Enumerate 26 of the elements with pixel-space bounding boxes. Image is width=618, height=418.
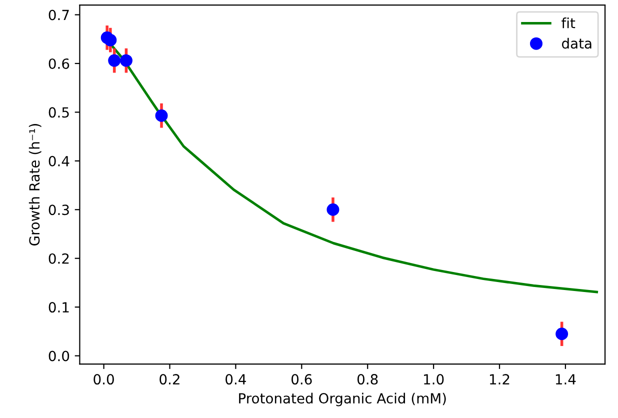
point (556, 328, 568, 340)
point (108, 54, 121, 67)
y-tick-label: 0.1 (48, 302, 69, 313)
x-axis-title: Protonated Organic Acid (mM) (239, 392, 446, 406)
y-axis-title: Growth Rate (h⁻¹) (28, 124, 42, 246)
y-tick-label: 0.0 (48, 350, 70, 362)
x-tick-label: 0.2 (160, 374, 180, 385)
x-tick-label: 0.0 (94, 374, 114, 385)
y-tick-label: 0.4 (48, 156, 70, 166)
x-tick-label: 1.0 (424, 374, 444, 385)
y-tick-label: 0.5 (48, 107, 69, 118)
x-tick-label: 1.4 (556, 374, 576, 384)
x-tick-label: 1.2 (490, 374, 510, 384)
x-tick-label: 0.6 (292, 374, 312, 385)
x-tick-label: 0.4 (226, 374, 246, 385)
legend-label: fit (562, 18, 576, 28)
point (155, 109, 168, 122)
x-tick-label: 0.8 (357, 374, 378, 385)
point (120, 54, 132, 67)
point (326, 203, 340, 216)
point (104, 34, 117, 46)
y-tick-label: 0.7 (48, 10, 69, 20)
y-tick-label: 0.6 (48, 58, 70, 69)
y-tick-label: 0.2 (48, 253, 69, 264)
y-tick-label: 0.3 (48, 204, 69, 216)
legend-label: data (562, 38, 592, 49)
